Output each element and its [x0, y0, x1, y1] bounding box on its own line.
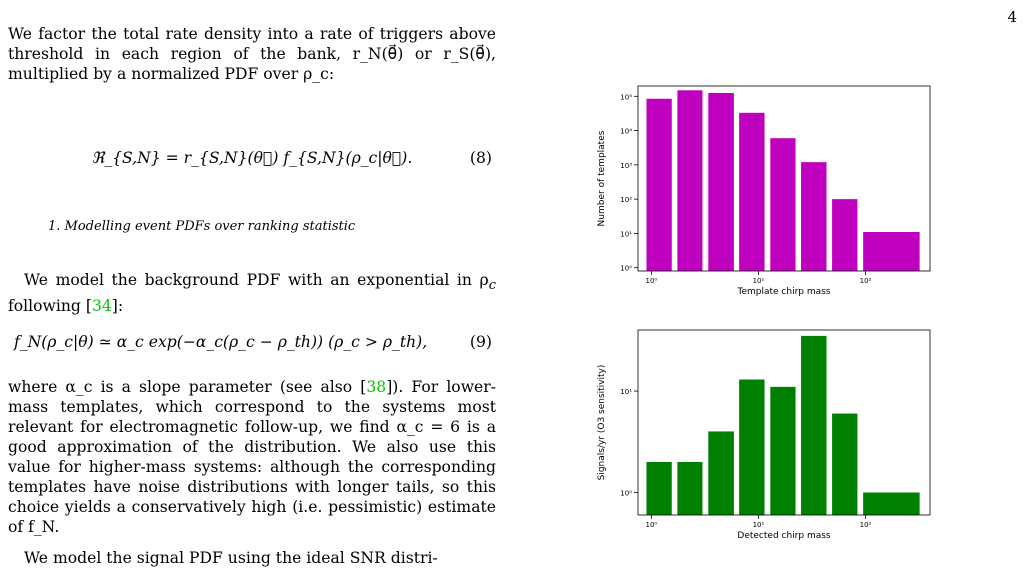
- chart2-bar-6: [832, 413, 858, 515]
- chart2-xtick-label-0: 10⁰: [646, 521, 658, 529]
- chart1-ytick-label-0: 10⁰: [620, 265, 632, 273]
- chart2-bar-1: [677, 461, 703, 515]
- chart1-ytick-label-5: 10⁵: [620, 93, 632, 101]
- chart1-bar-1: [677, 90, 703, 271]
- para3-text-a: where α_c is a slope parameter (see also…: [8, 378, 367, 396]
- para2-text-c: ]:: [111, 297, 124, 316]
- chart1-xlabel: Template chirp mass: [736, 287, 830, 297]
- detected-signals-chart: 10⁰ 10¹ 10⁰ 10¹ 10² Detected chirp mass Signal…: [597, 329, 931, 541]
- chart2-bar-3: [739, 379, 765, 515]
- equation-8-number: (8): [469, 149, 492, 167]
- chart1-xtick-label-1: 10¹: [753, 277, 765, 285]
- chart1-ytick-label-2: 10²: [620, 196, 632, 204]
- equation-9-body: f_N(ρ_c|θ) ≃ α_c exp(−α_c(ρ_c − ρ_th)) (…: [14, 333, 428, 351]
- chart2-bar-5: [801, 335, 827, 515]
- chart2-xtick-label-2: 10²: [860, 521, 872, 529]
- chart2-frame: [637, 329, 931, 516]
- chart1-frame: [637, 85, 931, 272]
- para3-text-b: ]). For lower-mass templates, which corr…: [8, 378, 496, 536]
- citation-link-38[interactable]: 38: [366, 378, 387, 396]
- paragraph-signal-pdf: We model the signal PDF using the ideal …: [24, 549, 438, 567]
- chart1-bar-7: [863, 231, 920, 271]
- chart1-ylabel: Number of templates: [597, 130, 607, 226]
- chart1-bar-3: [739, 112, 765, 271]
- chart1-bar-4: [770, 138, 796, 271]
- chart1-bar-0: [646, 98, 672, 271]
- chart1-ytick-label-3: 10³: [620, 162, 632, 170]
- chart2-bar-4: [770, 386, 796, 515]
- paragraph-rate-density: We factor the total rate density into a …: [8, 25, 496, 83]
- template-count-chart: 10⁰ 10¹ 10² 10³ 10⁴ 10⁵ 10⁰ 10¹ 10² Template chir…: [597, 85, 931, 297]
- para2-text-b: following [: [8, 297, 92, 316]
- chart2-xtick-label-1: 10¹: [753, 521, 765, 529]
- chart2-xlabel: Detected chirp mass: [737, 531, 831, 541]
- chart2-bar-2: [708, 431, 734, 515]
- chart1-ytick-label-4: 10⁴: [620, 128, 632, 136]
- citation-link-34[interactable]: 34: [91, 297, 112, 316]
- paragraph-slope-parameter: where α_c is a slope parameter (see also…: [8, 377, 496, 537]
- para2-subscript: c: [488, 278, 496, 294]
- chart2-bar-7: [863, 492, 920, 515]
- chart1-bar-5: [801, 162, 827, 271]
- chart1-bar-6: [832, 199, 858, 271]
- chart1-bar-2: [708, 92, 734, 271]
- chart1-xtick-label-0: 10⁰: [646, 277, 658, 285]
- subsection-heading: 1. Modelling event PDFs over ranking sta…: [48, 219, 356, 234]
- chart2-ylabel: Signals/yr (O3 sensitivity): [597, 365, 607, 481]
- para2-text-a: We model the background PDF with an expo…: [24, 271, 489, 289]
- equation-8-body: ℜ_{S,N} = r_{S,N}(θ⃗) f_{S,N}(ρ_c|θ⃗).: [91, 149, 413, 167]
- paragraph-background-pdf: We model the background PDF with an expo…: [8, 270, 496, 316]
- chart2-ytick-label-0: 10⁰: [620, 489, 632, 497]
- chart2-bar-0: [646, 461, 672, 515]
- chart1-xtick-label-2: 10²: [860, 277, 872, 285]
- equation-9-number: (9): [469, 333, 492, 351]
- page-number: 4: [1007, 8, 1017, 26]
- chart1-ytick-label-1: 10¹: [620, 230, 632, 238]
- chart2-ytick-label-1: 10¹: [620, 388, 632, 396]
